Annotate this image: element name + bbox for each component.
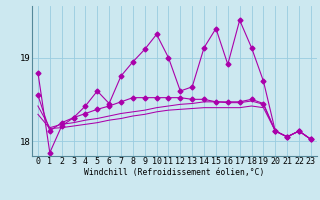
X-axis label: Windchill (Refroidissement éolien,°C): Windchill (Refroidissement éolien,°C) [84,168,265,177]
